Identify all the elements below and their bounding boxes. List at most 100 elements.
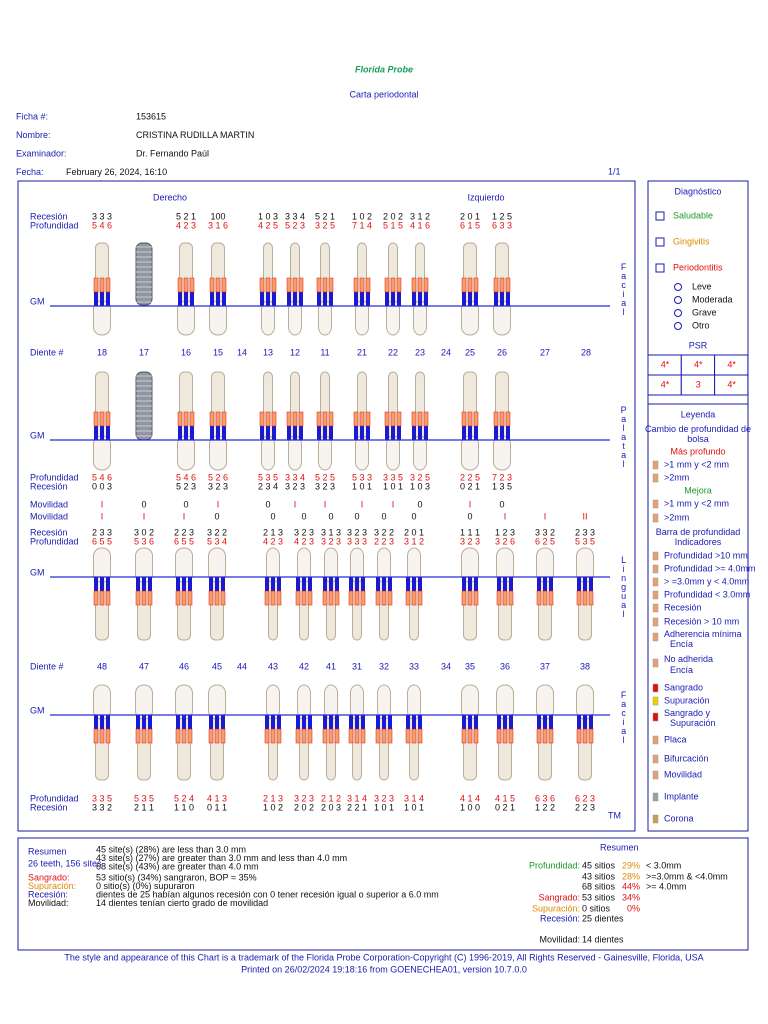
mobility-value: I [504, 511, 507, 521]
mobility-value: I [294, 499, 297, 509]
tooth-crown [135, 684, 153, 720]
pocket-bar [417, 277, 423, 293]
summary-text: 0 sitio(s) (0%) supuraron [96, 881, 195, 891]
pocket-bar [265, 277, 271, 293]
legend-icon [652, 770, 659, 780]
pocket-bar [175, 590, 181, 606]
depth-bar [397, 292, 401, 306]
resumen-range: >=3.0mm & <4.0mm [646, 871, 728, 881]
mobility-value: 0 [411, 511, 416, 521]
resumen-count: 25 dientes [582, 913, 624, 923]
depth-bar [391, 426, 395, 440]
mobility-value: I [544, 511, 547, 521]
pocket-bar [390, 277, 396, 293]
depth-bar [209, 577, 213, 591]
pocket-bar [423, 277, 429, 293]
depth-bar [388, 577, 392, 591]
legend-item: Profundidad >10 mm [664, 550, 748, 560]
resumen-title: Resumen [600, 842, 639, 852]
mobility-value: 0 [381, 511, 386, 521]
legend-item: >2mm [664, 472, 689, 482]
pocket-bar [353, 277, 359, 293]
pocket-bar [381, 728, 387, 744]
mobility-value: I [183, 511, 186, 521]
depth-bar [178, 292, 182, 306]
measurement: 3 1 4 [404, 793, 424, 803]
depth-bar [474, 577, 478, 591]
legend-item: Cambio de profundidad de bolsa [645, 424, 751, 444]
tooth-crown [496, 684, 514, 720]
pocket-bar [542, 590, 548, 606]
measurement: 2 0 2 [383, 211, 403, 221]
depth-bar [293, 292, 297, 306]
legend-icon [652, 792, 659, 802]
measurement: 2 0 3 [321, 802, 341, 812]
pocket-bar [588, 590, 594, 606]
summary-text: 14 dientes tenían cierto grado de movili… [96, 898, 268, 908]
pocket-bar [105, 590, 111, 606]
resumen-label: Supuración: [532, 903, 580, 913]
depth-bar [302, 715, 306, 729]
pocket-bar [582, 590, 588, 606]
tooth-crown [407, 684, 421, 720]
measurement: 1 0 3 [258, 211, 278, 221]
pocket-bar [502, 728, 508, 744]
pocket-bar [348, 728, 354, 744]
depth-bar [221, 715, 225, 729]
pocket-bar [141, 728, 147, 744]
measurement: 5 2 6 [208, 472, 228, 482]
depth-bar [549, 577, 553, 591]
pocket-bar [99, 590, 105, 606]
tooth-number: 18 [97, 347, 107, 357]
measurement: 3 3 5 [92, 793, 112, 803]
pocket-bar [135, 728, 141, 744]
pocket-bar [276, 590, 282, 606]
measurement: 0 1 1 [207, 802, 227, 812]
depth-bar [355, 577, 359, 591]
measurement: 3 0 2 [134, 527, 154, 537]
measurement: 2 3 4 [258, 481, 278, 491]
mobility-value: 0 [270, 511, 275, 521]
legend-line: bolsa [687, 434, 709, 444]
legend-icon [652, 617, 659, 627]
side-label: Facial [619, 690, 629, 744]
legend-item: No adherida Encía [664, 654, 713, 675]
tooth-crown [318, 435, 332, 471]
depth-bar [190, 292, 194, 306]
tooth-number: 15 [213, 347, 223, 357]
depth-bar [385, 426, 389, 440]
measurement: 3 2 3 [347, 527, 367, 537]
pocket-bar [536, 728, 542, 744]
depth-bar [468, 292, 472, 306]
tooth-number: 38 [580, 661, 590, 671]
resumen-pct: 44% [622, 881, 640, 891]
resumen-count: 14 dientes [582, 934, 624, 944]
tooth-crown [493, 435, 511, 471]
tooth-number: 45 [212, 661, 222, 671]
pocket-bar [322, 590, 328, 606]
legend-item: Profundidad >= 4.0mm [664, 563, 756, 573]
pocket-bar [505, 411, 511, 427]
pocket-bar [181, 590, 187, 606]
pocket-bar [93, 728, 99, 744]
measurement: 5 3 5 [258, 472, 278, 482]
depth-bar [412, 577, 416, 591]
pocket-bar [271, 411, 277, 427]
field-label: Examinador: [16, 148, 67, 158]
tooth-crown [377, 684, 391, 720]
measurement: 5 2 3 [176, 481, 196, 491]
depth-bar [500, 292, 504, 306]
tm-label: TM [608, 810, 621, 820]
mobility-value: I [143, 511, 146, 521]
legend-line: No adherida [664, 654, 713, 664]
depth-bar [418, 426, 422, 440]
row-label: Profundidad [30, 793, 79, 803]
measurement: 2 0 1 [460, 211, 480, 221]
pocket-bar [208, 728, 214, 744]
measurement: 5 2 1 [176, 211, 196, 221]
depth-bar [260, 426, 264, 440]
measurement: 7 1 4 [352, 220, 372, 230]
measurement: 1 0 2 [352, 211, 372, 221]
measurement: 3 3 2 [92, 802, 112, 812]
measurement: 3 2 3 [321, 536, 341, 546]
